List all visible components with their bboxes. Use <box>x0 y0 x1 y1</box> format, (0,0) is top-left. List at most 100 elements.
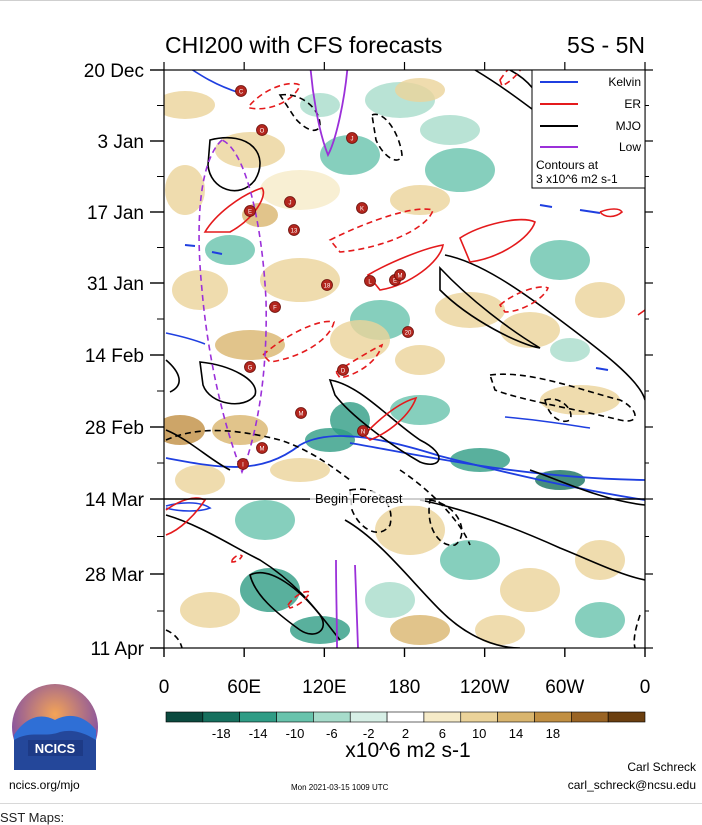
y-tick-label: 17 Jan <box>87 203 144 224</box>
mjo-dashed-contour <box>428 499 463 546</box>
shading-blob <box>475 615 525 645</box>
shading-blob <box>180 592 240 628</box>
mjo-dashed-contour <box>633 614 641 648</box>
colorbar-label: -10 <box>286 726 305 741</box>
mjo-dashed-contour <box>371 113 403 161</box>
tc-marker: K <box>356 202 368 214</box>
tc-marker: G <box>244 361 256 373</box>
shading-blob <box>205 235 255 265</box>
chart-title: CHI200 with CFS forecasts <box>165 32 442 58</box>
low-dashed-contour <box>198 139 268 475</box>
tc-marker-label: M <box>260 447 265 453</box>
x-tick-label: 60W <box>545 677 584 698</box>
shading-blob <box>450 448 510 472</box>
shading-blob <box>395 345 445 375</box>
tc-marker-label: M <box>398 274 403 280</box>
tc-marker-label: J <box>351 137 354 143</box>
mjo-contour <box>207 137 261 192</box>
tc-marker: M <box>295 407 307 419</box>
colorbar-label: -14 <box>249 726 268 741</box>
tc-marker-label: F <box>273 306 277 312</box>
shading-blob <box>575 602 625 638</box>
legend-low: Low <box>619 140 641 154</box>
legend-er: ER <box>624 97 641 111</box>
shading-blob <box>500 568 560 612</box>
section-divider <box>0 803 702 804</box>
tc-marker-label: L <box>368 280 372 286</box>
shading-blob <box>260 170 340 210</box>
mjo-contour <box>529 469 645 506</box>
colorbar: -18 -14 -10 -6 -2 2 6 10 14 18 <box>165 711 646 741</box>
shading-blob <box>365 582 415 618</box>
y-tick-label: 20 Dec <box>84 61 144 82</box>
mjo-contour <box>444 254 645 401</box>
shading-blob <box>425 148 495 192</box>
tc-marker-label: J <box>289 201 292 207</box>
colorbar-swatch <box>276 711 314 723</box>
er-dashed-contour <box>334 343 384 379</box>
shading-blob <box>420 115 480 145</box>
mjo-contour <box>474 70 542 117</box>
shading-blob <box>390 185 450 215</box>
author-email[interactable]: carl_schreck@ncsu.edu <box>567 778 696 792</box>
y-tick-label: 11 Apr <box>90 639 144 660</box>
er-contour <box>459 218 536 263</box>
shading-blob <box>215 330 285 360</box>
shading-blob <box>164 415 205 445</box>
author-name: Carl Schreck <box>627 760 696 774</box>
tc-marker: J <box>346 132 358 144</box>
kelvin-contour <box>165 435 645 501</box>
mjo-contour <box>328 378 440 465</box>
tc-marker-label: G <box>248 366 253 372</box>
region-label: 5S - 5N <box>567 32 645 58</box>
top-divider <box>0 0 702 1</box>
er-dashed-contour <box>231 554 243 563</box>
tc-marker: F <box>269 301 281 313</box>
y-axis: 20 Dec 3 Jan 17 Jan 31 Jan 14 Feb 28 Feb 14 Ma… <box>84 61 653 660</box>
colorbar-swatch <box>386 711 425 723</box>
contour-note-1: Contours at <box>536 158 599 172</box>
colorbar-label: 6 <box>439 726 446 741</box>
er-dashed-contour <box>287 590 312 609</box>
er-dashed-contour <box>249 82 301 110</box>
shading-blob <box>305 428 355 452</box>
legend-kelvin: Kelvin <box>608 75 641 89</box>
y-tick-label: 14 Mar <box>85 490 145 511</box>
colorbar-swatch <box>349 711 388 723</box>
tc-marker-label: O <box>260 129 265 135</box>
er-dashed-contour <box>498 286 550 313</box>
shading-blob <box>330 320 390 360</box>
ncics-logo: NCICS <box>12 684 98 770</box>
tc-marker: L <box>364 275 376 287</box>
shading-blob <box>212 415 268 445</box>
mjo-dashed-contour <box>165 629 183 648</box>
timestamp: Mon 2021-03-15 1009 UTC <box>291 783 389 792</box>
tc-marker: J <box>284 196 296 208</box>
tc-marker-label: 18 <box>324 284 331 290</box>
y-tick-label: 31 Jan <box>87 274 144 295</box>
shading-blob <box>575 540 625 580</box>
contour-note-2: 3 x10^6 m2 s-1 <box>536 172 618 186</box>
site-url[interactable]: ncics.org/mjo <box>9 778 80 792</box>
colorbar-swatch <box>423 711 462 723</box>
colorbar-label: 14 <box>509 726 523 741</box>
tc-marker-label: C <box>239 90 244 96</box>
shading-blob <box>260 258 340 302</box>
er-contour <box>165 497 207 536</box>
colorbar-units: x10^6 m2 s-1 <box>345 739 470 762</box>
shading-blob <box>215 132 285 168</box>
mjo-contour <box>249 572 324 635</box>
colorbar-swatch <box>534 711 572 723</box>
tc-marker: D <box>337 364 349 376</box>
mjo-contour <box>344 519 521 648</box>
kelvin-contour <box>191 70 241 94</box>
mjo-contour <box>199 361 257 405</box>
tc-marker-label: N <box>361 430 365 436</box>
colorbar-label: -18 <box>212 726 231 741</box>
shading-blob <box>165 165 205 215</box>
kelvin-contour <box>165 332 206 345</box>
mjo-contour <box>165 429 231 471</box>
er-contour <box>362 396 418 441</box>
tc-marker: 20 <box>402 326 414 338</box>
